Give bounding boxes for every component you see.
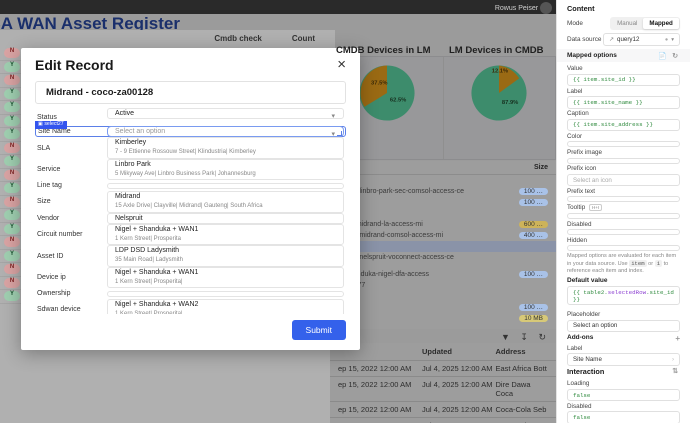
svg-text:37.5%: 37.5% (371, 80, 387, 86)
svg-text:62.5%: 62.5% (390, 98, 406, 104)
svg-text:12.1%: 12.1% (492, 69, 508, 75)
svg-text:87.9%: 87.9% (502, 100, 518, 106)
